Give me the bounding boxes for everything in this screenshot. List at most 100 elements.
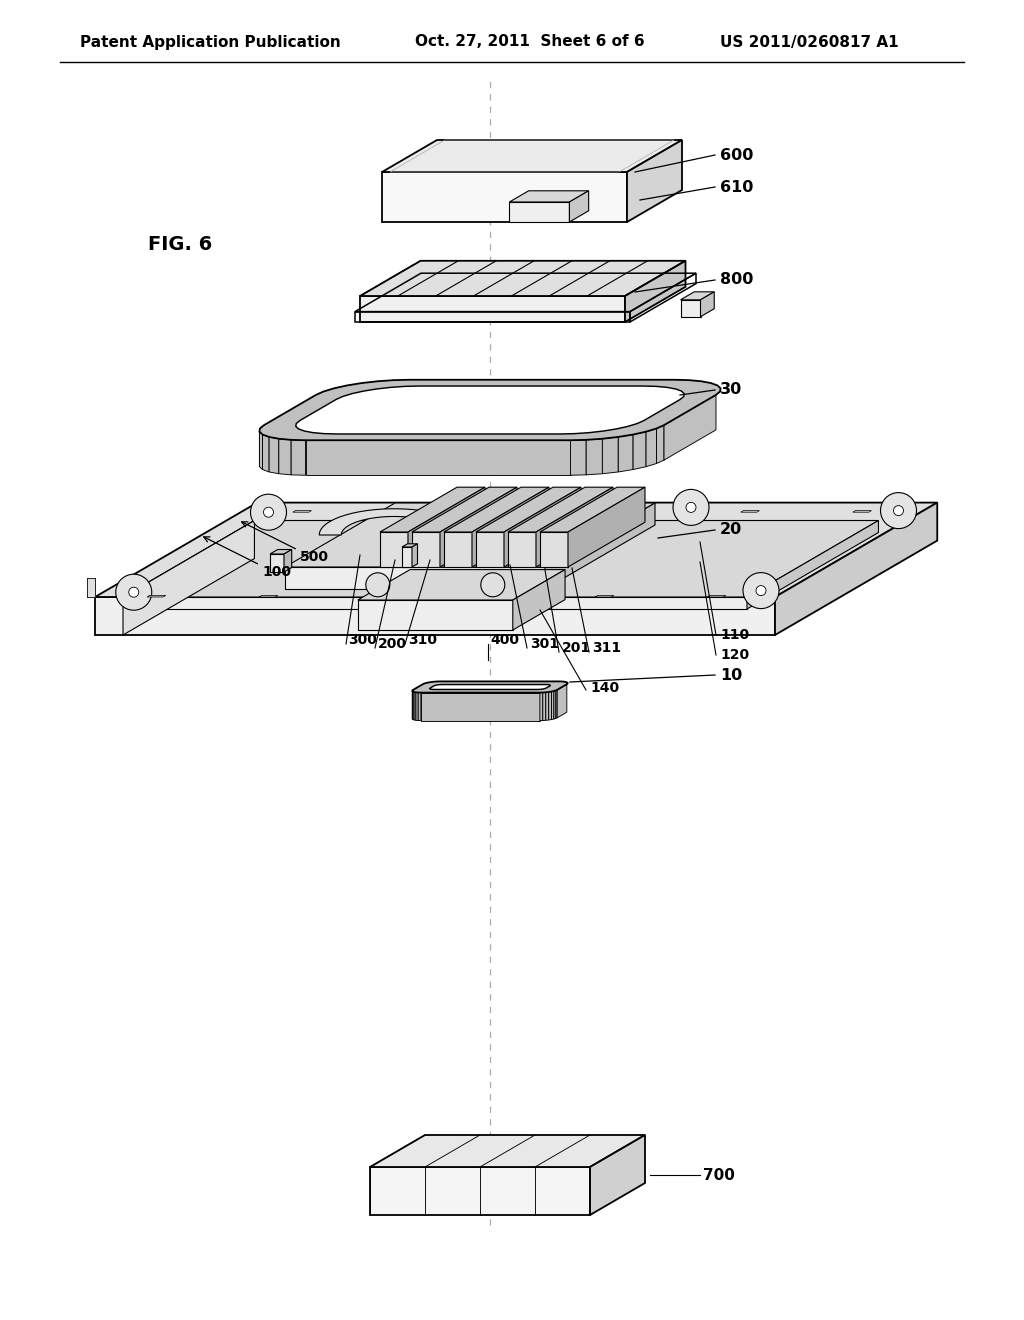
Polygon shape <box>681 292 715 300</box>
Text: 120: 120 <box>720 648 750 663</box>
Polygon shape <box>147 595 166 597</box>
Circle shape <box>129 587 138 597</box>
Polygon shape <box>412 487 517 532</box>
Polygon shape <box>586 438 602 475</box>
Polygon shape <box>279 438 291 475</box>
Polygon shape <box>285 503 655 568</box>
Polygon shape <box>536 487 613 568</box>
Polygon shape <box>746 520 879 609</box>
Text: 201: 201 <box>562 642 591 655</box>
Polygon shape <box>357 601 513 630</box>
Text: 110: 110 <box>720 628 750 642</box>
Polygon shape <box>95 597 775 635</box>
Polygon shape <box>324 577 326 611</box>
Polygon shape <box>123 520 879 597</box>
Polygon shape <box>260 425 264 463</box>
Polygon shape <box>611 573 616 606</box>
Polygon shape <box>595 595 613 597</box>
Polygon shape <box>740 511 760 512</box>
Polygon shape <box>595 577 604 611</box>
Polygon shape <box>123 520 254 635</box>
Text: 100: 100 <box>262 565 291 579</box>
Polygon shape <box>346 583 356 615</box>
Circle shape <box>366 573 390 597</box>
Polygon shape <box>472 487 549 568</box>
Text: 30: 30 <box>720 383 742 397</box>
Polygon shape <box>270 554 284 572</box>
Polygon shape <box>681 300 700 317</box>
Polygon shape <box>352 545 628 578</box>
Circle shape <box>894 506 903 516</box>
Circle shape <box>673 490 709 525</box>
Polygon shape <box>440 487 517 568</box>
Circle shape <box>251 494 287 531</box>
Polygon shape <box>293 511 311 512</box>
Polygon shape <box>656 425 664 463</box>
Polygon shape <box>590 1135 645 1214</box>
Polygon shape <box>444 487 549 532</box>
Polygon shape <box>509 202 569 222</box>
Polygon shape <box>371 595 390 597</box>
Polygon shape <box>259 380 721 441</box>
Text: Patent Application Publication: Patent Application Publication <box>80 34 341 49</box>
Polygon shape <box>402 544 418 546</box>
Polygon shape <box>269 437 279 474</box>
Polygon shape <box>421 693 540 721</box>
Polygon shape <box>543 692 546 721</box>
Text: 10: 10 <box>720 668 742 682</box>
Circle shape <box>756 586 766 595</box>
Polygon shape <box>508 532 536 568</box>
Polygon shape <box>408 487 485 568</box>
Text: 310: 310 <box>408 634 437 647</box>
Polygon shape <box>430 685 550 689</box>
Polygon shape <box>540 532 568 568</box>
Polygon shape <box>123 520 879 597</box>
Circle shape <box>263 507 273 517</box>
Polygon shape <box>380 487 485 532</box>
Polygon shape <box>414 692 416 721</box>
Polygon shape <box>337 582 346 615</box>
Polygon shape <box>629 511 647 512</box>
Polygon shape <box>551 583 562 615</box>
Polygon shape <box>382 172 627 222</box>
Polygon shape <box>357 570 565 601</box>
Polygon shape <box>262 434 269 473</box>
Polygon shape <box>633 432 646 470</box>
Polygon shape <box>508 487 613 532</box>
Polygon shape <box>775 503 937 635</box>
Polygon shape <box>604 576 611 609</box>
Polygon shape <box>853 511 871 512</box>
Polygon shape <box>95 503 937 597</box>
Polygon shape <box>556 690 557 718</box>
Text: 500: 500 <box>300 550 329 564</box>
Polygon shape <box>291 440 305 475</box>
Polygon shape <box>404 511 424 512</box>
Polygon shape <box>616 552 653 605</box>
Circle shape <box>116 574 152 610</box>
Polygon shape <box>380 532 408 568</box>
Polygon shape <box>87 578 95 597</box>
Polygon shape <box>284 549 292 572</box>
Polygon shape <box>570 440 586 475</box>
Polygon shape <box>412 532 440 568</box>
Polygon shape <box>483 595 502 597</box>
Polygon shape <box>562 582 573 615</box>
Text: 200: 200 <box>378 638 407 651</box>
Circle shape <box>743 573 779 609</box>
Polygon shape <box>87 578 95 597</box>
Polygon shape <box>509 191 589 202</box>
Polygon shape <box>602 437 618 474</box>
Polygon shape <box>370 1135 645 1167</box>
Circle shape <box>482 503 492 512</box>
Circle shape <box>686 503 696 512</box>
Polygon shape <box>259 595 278 597</box>
Text: FIG. 6: FIG. 6 <box>148 235 212 255</box>
Polygon shape <box>319 508 469 535</box>
Polygon shape <box>664 395 716 461</box>
Polygon shape <box>413 692 414 719</box>
Polygon shape <box>707 595 726 597</box>
Polygon shape <box>326 579 331 612</box>
Polygon shape <box>625 261 685 322</box>
Polygon shape <box>360 261 685 296</box>
Polygon shape <box>545 503 655 589</box>
